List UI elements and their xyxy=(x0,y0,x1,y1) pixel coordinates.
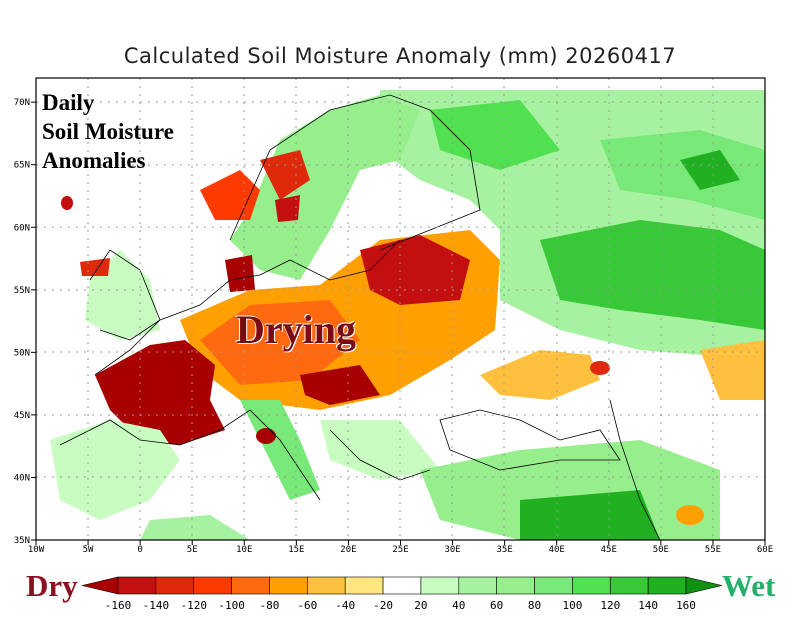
colorbar-tick-label: -60 xyxy=(297,599,317,612)
dry-label: Dry xyxy=(26,568,78,603)
wet-label: Wet xyxy=(722,568,776,603)
lon-tick-label: 50E xyxy=(653,545,669,555)
wet-region-scandinavia xyxy=(230,95,420,280)
lon-tick-label: 5W xyxy=(83,545,94,555)
lat-tick-label: 65N xyxy=(14,161,30,171)
colorbar: -160 -140 -120 -100 -80 -60 -40 -20 20 40 60 80 100 1… xyxy=(81,576,723,612)
lon-tick-label: 40E xyxy=(549,545,565,555)
lon-tick-label: 15E xyxy=(288,545,304,555)
overlay-label-line1: Daily xyxy=(42,90,95,115)
drying-region-ukraine xyxy=(480,350,600,400)
colorbar-swatch xyxy=(609,576,649,595)
lat-tick-label: 55N xyxy=(14,286,30,296)
colorbar-tick-label: 120 xyxy=(600,599,620,612)
lon-tick-label: 0 xyxy=(137,545,142,555)
colorbar-tick-label: -20 xyxy=(373,599,393,612)
lat-tick-label: 45N xyxy=(14,411,30,421)
lon-tick-label: 20E xyxy=(340,545,356,555)
lon-tick-label: 5E xyxy=(187,545,198,555)
colorbar-tick-label: -100 xyxy=(218,599,245,612)
colorbar-tick-label: 40 xyxy=(452,599,465,612)
lat-tick-label: 50N xyxy=(14,348,30,358)
lat-tick-label: 35N xyxy=(14,536,30,546)
colorbar-swatch xyxy=(344,576,384,595)
colorbar-tick-label: 140 xyxy=(638,599,658,612)
colorbar-swatch xyxy=(572,576,611,595)
colorbar-high-arrow xyxy=(685,576,723,595)
colorbar-swatch xyxy=(269,576,308,595)
colorbar-swatch xyxy=(155,576,195,595)
lat-tick-label: 60N xyxy=(14,223,30,233)
colorbar-swatch xyxy=(458,576,497,595)
colorbar-tick-label: -40 xyxy=(335,599,355,612)
colorbar-tick-label: -80 xyxy=(260,599,280,612)
wet-core-russia xyxy=(540,220,765,330)
lon-tick-label: 45E xyxy=(601,545,617,555)
colorbar-tick-label: 60 xyxy=(490,599,503,612)
lon-tick-label: 60E xyxy=(757,545,773,555)
overlay-label-line3: Anomalies xyxy=(42,148,146,173)
colorbar-tick-label: 160 xyxy=(676,599,696,612)
colorbar-tick-label: 100 xyxy=(562,599,582,612)
colorbar-swatch xyxy=(647,576,687,595)
colorbar-swatch xyxy=(231,576,270,595)
lat-tick-label: 40N xyxy=(14,473,30,483)
map-title: Calculated Soil Moisture Anomaly (mm) 20… xyxy=(123,44,677,68)
colorbar-tick-label: 20 xyxy=(414,599,427,612)
colorbar-low-arrow xyxy=(81,576,119,595)
lon-tick-label: 55E xyxy=(705,545,721,555)
colorbar-swatch xyxy=(534,576,573,595)
colorbar-tick-label: -140 xyxy=(143,599,170,612)
wet-region-iberia xyxy=(50,420,180,520)
graticule xyxy=(36,78,765,540)
lon-tick-label: 10E xyxy=(236,545,252,555)
colorbar-swatch xyxy=(382,576,422,595)
colorbar-tick-label: -160 xyxy=(105,599,132,612)
colorbar-swatch xyxy=(307,576,346,595)
lon-tick-label: 35E xyxy=(497,545,513,555)
overlay-label-line2: Soil Moisture xyxy=(42,119,174,144)
drying-annotation: Drying xyxy=(236,307,356,352)
colorbar-tick-label: -120 xyxy=(180,599,207,612)
colorbar-swatch xyxy=(193,576,232,595)
colorbar-swatch xyxy=(420,576,460,595)
colorbar-swatch xyxy=(496,576,535,595)
colorbar-tick-label: 80 xyxy=(528,599,541,612)
lon-tick-label: 10W xyxy=(28,545,45,555)
colorbar-swatch xyxy=(117,576,157,595)
longitude-axis: 10W 5W 0 5E 10E 15E 20E 25E 30E 35E 40E 45E 50E 55E 60… xyxy=(28,540,773,555)
lon-tick-label: 30E xyxy=(444,545,460,555)
anomaly-field xyxy=(50,90,765,540)
lon-tick-label: 25E xyxy=(392,545,408,555)
latitude-axis: 35N 40N 45N 50N 55N 60N 65N 70N xyxy=(14,98,36,546)
coastlines xyxy=(59,94,661,540)
lat-tick-label: 70N xyxy=(14,98,30,108)
